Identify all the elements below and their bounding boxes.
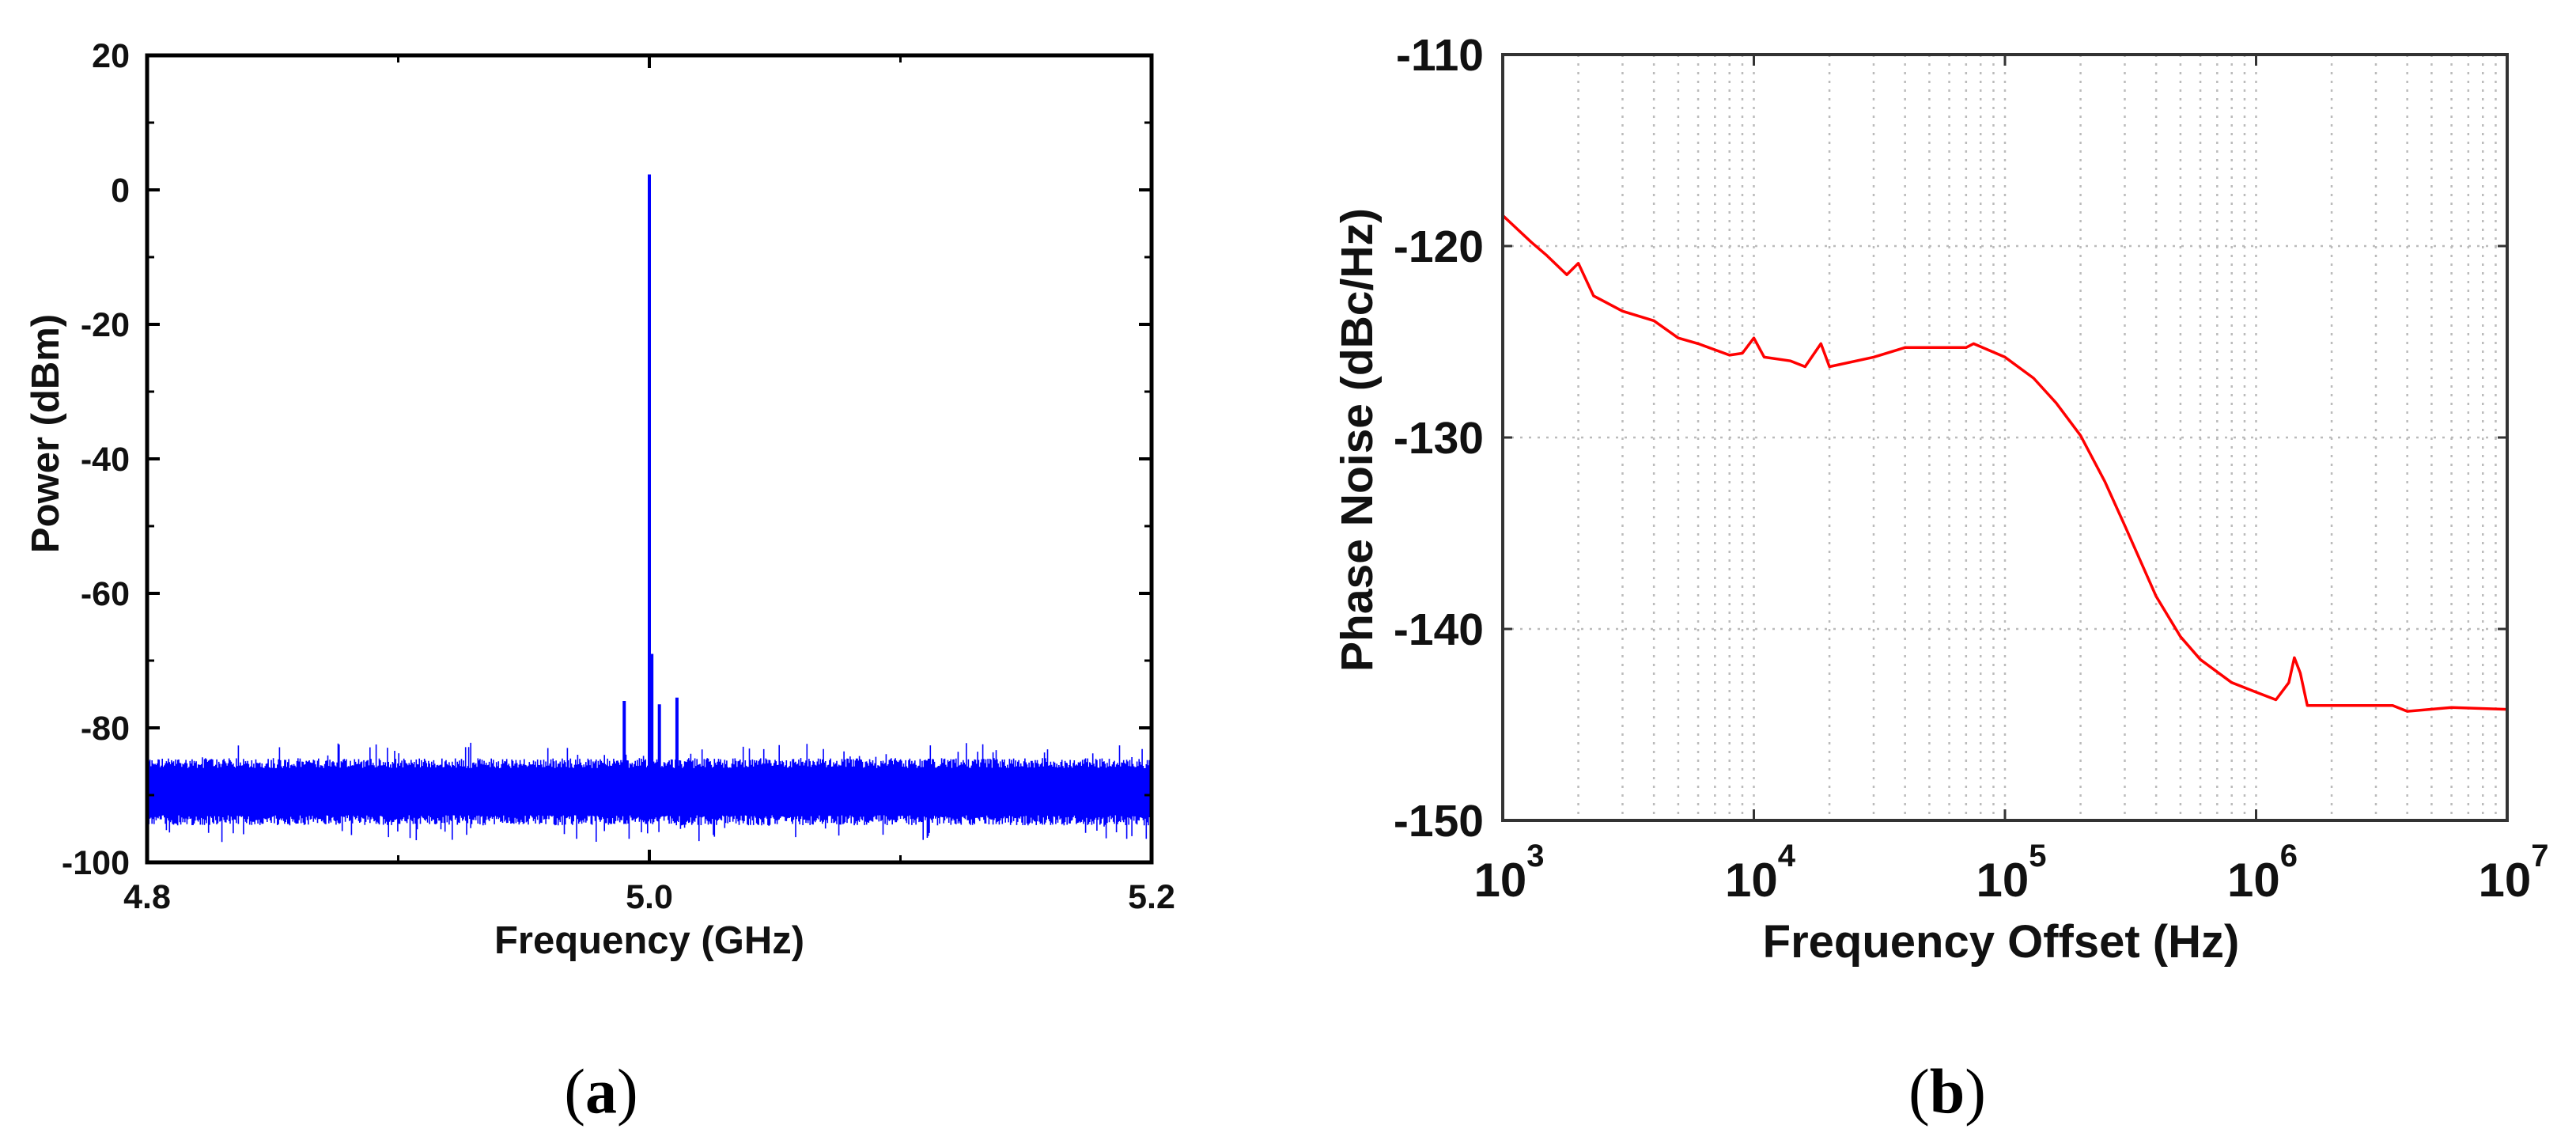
phase-noise-trace [1501, 214, 2508, 713]
y-tick-label: -150 [1394, 796, 1484, 847]
y-axis-title: Power (dBm) [25, 314, 67, 553]
x-tick-base: 10 [1725, 854, 1778, 907]
y-tick-label: -120 [1394, 222, 1484, 272]
x-tick-exponent: 7 [2531, 839, 2548, 873]
x-tick-exponent: 6 [2280, 839, 2298, 873]
y-tick-label: -100 [62, 844, 130, 882]
x-axis-title: Frequency (GHz) [494, 919, 804, 962]
y-tick-label: -40 [81, 441, 130, 479]
y-tick-label: -140 [1394, 604, 1484, 655]
y-tick-label: -80 [81, 710, 130, 748]
x-tick-label: 5.0 [626, 878, 673, 916]
x-tick-base: 10 [2479, 854, 2532, 907]
y-tick-label: 20 [92, 37, 130, 75]
y-tick-label: -60 [81, 575, 130, 613]
x-tick-exponent: 4 [1778, 839, 1796, 873]
x-tick-label: 107 [2479, 839, 2549, 907]
panel-label-a: (a) [564, 1057, 638, 1127]
x-axis-title: Frequency Offset (Hz) [1763, 916, 2240, 968]
y-tick-label: -130 [1394, 413, 1484, 464]
spectrum-chart: -100 -80 -60 -40 -20 0 20 4.8 5.0 5.2 Frequency (G… [25, 37, 1175, 962]
x-tick-label: 106 [2227, 839, 2298, 907]
y-tick-label: 0 [111, 172, 130, 210]
x-tick-exponent: 3 [1526, 839, 1544, 873]
y-tick-label: -20 [81, 306, 130, 344]
x-tick-label: 103 [1474, 839, 1545, 907]
x-tick-base: 10 [2227, 854, 2280, 907]
x-tick-exponent: 5 [2029, 839, 2046, 873]
x-tick-label: 104 [1725, 839, 1796, 907]
x-tick-label: 105 [1976, 839, 2047, 907]
panel-label-b: (b) [1908, 1057, 1986, 1127]
x-tick-base: 10 [1976, 854, 2029, 907]
y-axis-title: Phase Noise (dBc/Hz) [1332, 208, 1383, 672]
y-tick-label: -110 [1396, 30, 1484, 81]
x-tick-label: 5.2 [1128, 878, 1175, 916]
x-tick-label: 4.8 [123, 878, 171, 916]
x-tick-base: 10 [1474, 854, 1527, 907]
